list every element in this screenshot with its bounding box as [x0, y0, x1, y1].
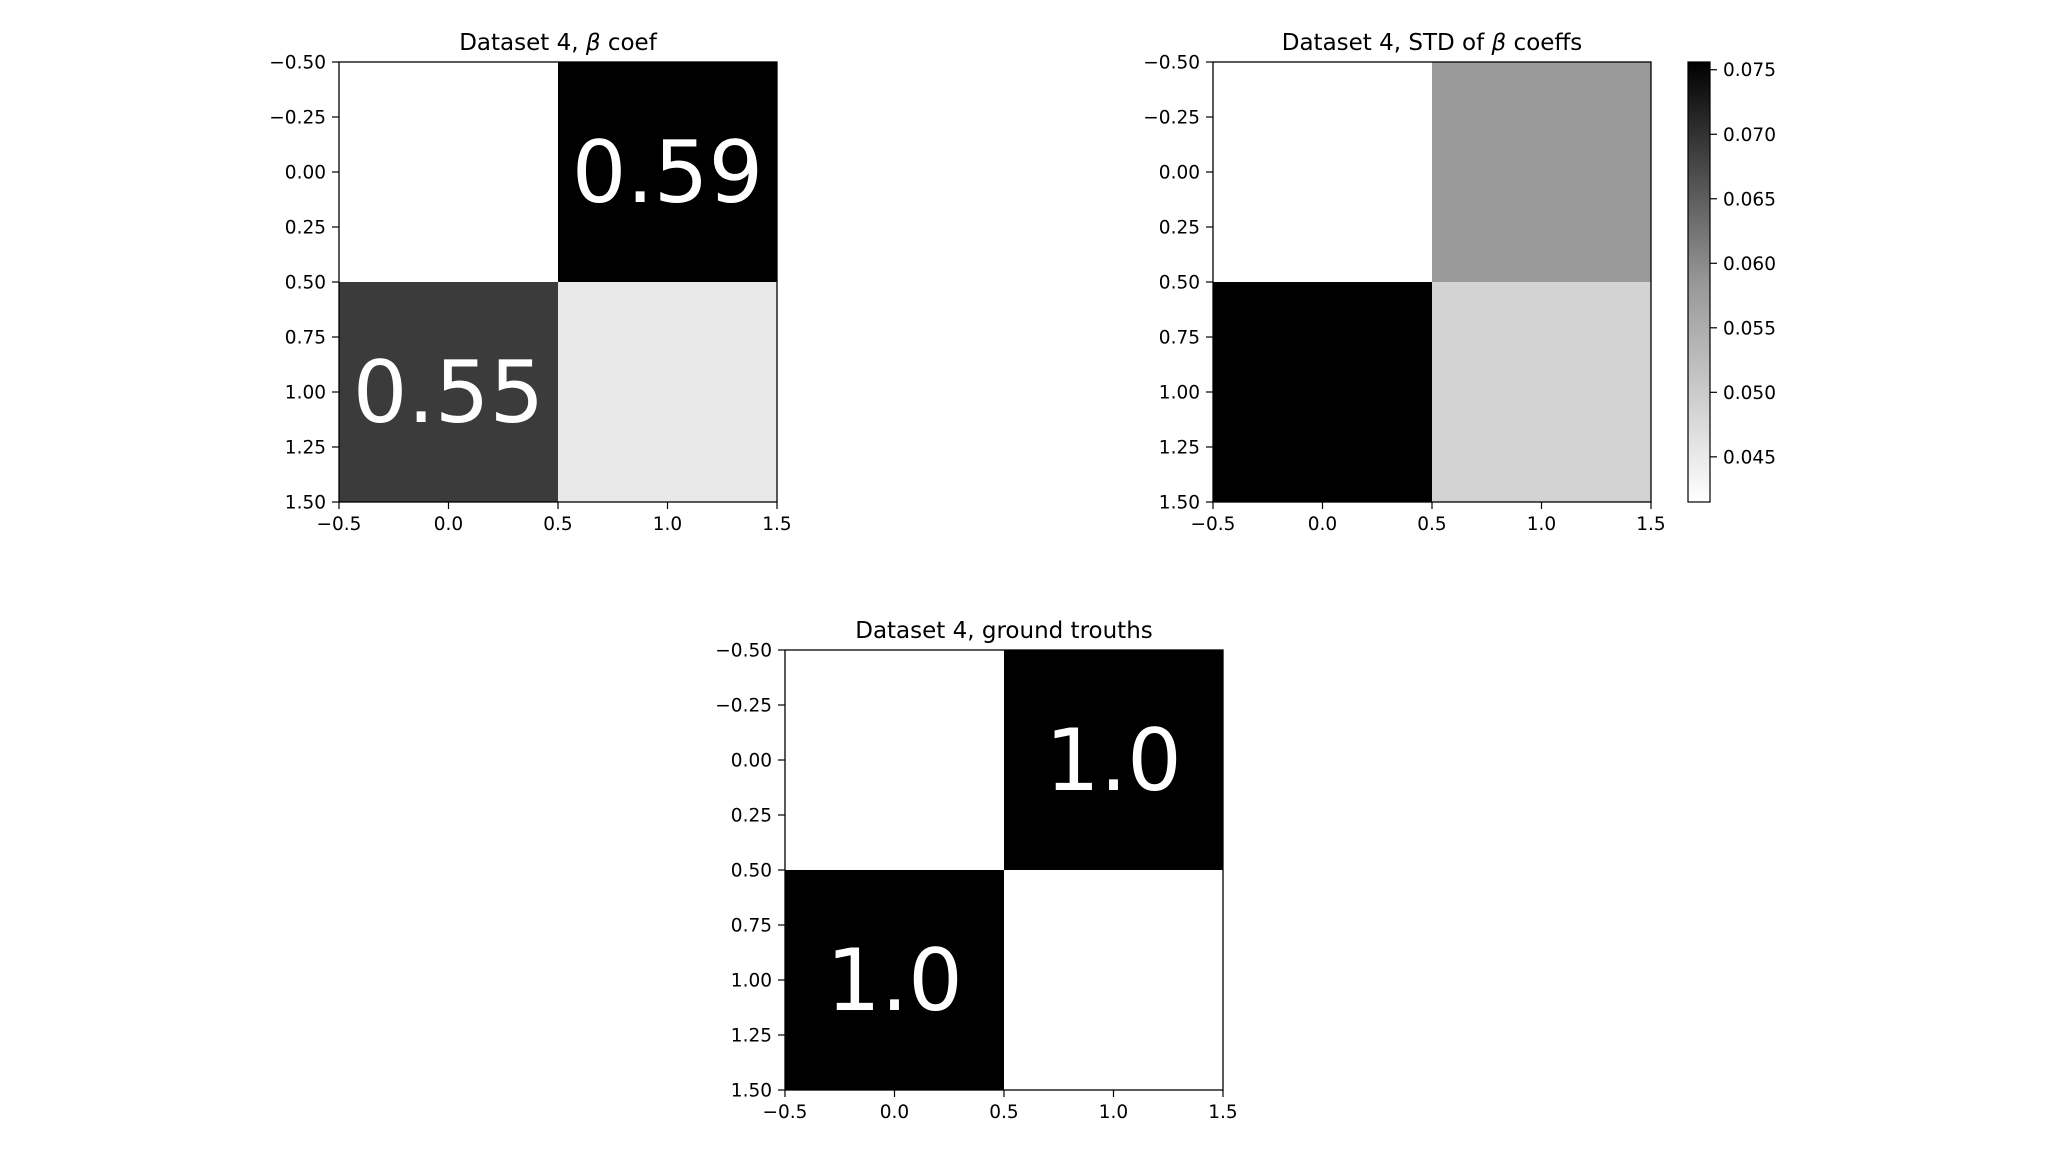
- colorbar-tick-label: 0.075: [1723, 60, 1776, 81]
- x-tick-label: 1.0: [1099, 1102, 1128, 1123]
- colorbar-tick-label: 0.060: [1723, 254, 1776, 275]
- y-tick-label: 0.00: [731, 751, 772, 772]
- heatmap-panel-2: Dataset 4, STD of β coeffs −0.5 0.0 0.5 1.0 1…: [1143, 30, 1776, 535]
- colorbar-gradient: [1687, 61, 1711, 503]
- colorbar-tick-label: 0.045: [1723, 447, 1776, 468]
- heatmap-cell: [558, 62, 777, 282]
- colorbar-tick-label: 0.070: [1723, 125, 1776, 146]
- y-tick-label: 0.25: [731, 806, 772, 827]
- chart-title-prefix: Dataset 4, STD of: [1282, 30, 1492, 56]
- y-tick-label: 0.25: [1159, 218, 1200, 239]
- y-tick-label: 1.00: [731, 971, 772, 992]
- charts-layer: Dataset 4, β coef 0.59 0.55 −0.5 0.0 0.5 1.0 1.…: [269, 30, 1776, 1123]
- heatmap-cell: [339, 62, 558, 282]
- y-tick-label: −0.50: [1143, 53, 1200, 74]
- x-tick-label: −0.5: [317, 514, 362, 535]
- heatmap-cell: [1213, 62, 1432, 282]
- cell-annotation: 1.0: [826, 931, 963, 1031]
- chart-title-suffix: coeffs: [1506, 30, 1582, 56]
- y-tick-label: 1.50: [1159, 493, 1200, 514]
- x-tick-label: 0.5: [1417, 514, 1446, 535]
- chart-title-greek: β: [585, 30, 601, 56]
- y-tick-label: 1.25: [285, 438, 326, 459]
- y-tick-label: −0.25: [715, 696, 772, 717]
- x-tick-label: 1.0: [1527, 514, 1556, 535]
- colorbar-tick-label: 0.050: [1723, 383, 1776, 404]
- x-tick-label: 1.0: [653, 514, 682, 535]
- x-tick-label: 0.5: [989, 1102, 1018, 1123]
- cell-annotation: 0.59: [572, 123, 763, 223]
- y-tick-label: 1.50: [731, 1081, 772, 1102]
- heatmap-cell: [785, 650, 1004, 870]
- chart-title: Dataset 4, STD of β coeffs: [1282, 30, 1583, 56]
- y-tick-label: 0.25: [285, 218, 326, 239]
- y-tick-label: 0.00: [1159, 163, 1200, 184]
- chart-title-greek: β: [1491, 30, 1507, 56]
- colorbar-tick-label: 0.065: [1723, 189, 1776, 210]
- y-tick-label: 1.25: [1159, 438, 1200, 459]
- y-tick-label: −0.50: [269, 53, 326, 74]
- y-tick-label: −0.50: [715, 641, 772, 662]
- y-tick-label: −0.25: [1143, 108, 1200, 129]
- y-tick-label: −0.25: [269, 108, 326, 129]
- heatmap-cell: [785, 870, 1004, 1090]
- chart-title: Dataset 4, ground trouths: [855, 618, 1153, 644]
- x-tick-label: −0.5: [1191, 514, 1236, 535]
- y-tick-label: 1.00: [285, 383, 326, 404]
- heatmap-panel-3: Dataset 4, ground trouths 1.0 1.0 −0.5 0.0 0.…: [715, 618, 1237, 1123]
- y-tick-label: 0.50: [285, 273, 326, 294]
- y-tick-label: 0.50: [731, 861, 772, 882]
- x-tick-label: 0.5: [543, 514, 572, 535]
- y-tick-label: 0.75: [1159, 328, 1200, 349]
- y-tick-label: 1.00: [1159, 383, 1200, 404]
- heatmap-cell: [1432, 62, 1651, 282]
- y-tick-label: 1.25: [731, 1026, 772, 1047]
- x-tick-label: 0.0: [1308, 514, 1337, 535]
- y-tick-label: 0.75: [285, 328, 326, 349]
- x-tick-label: 0.0: [880, 1102, 909, 1123]
- heatmap-cell: [1004, 870, 1223, 1090]
- y-tick-label: 1.50: [285, 493, 326, 514]
- chart-title-prefix: Dataset 4, ground trouths: [855, 618, 1153, 644]
- y-tick-label: 0.50: [1159, 273, 1200, 294]
- x-tick-label: 1.5: [1636, 514, 1665, 535]
- chart-title: Dataset 4, β coef: [459, 30, 658, 56]
- heatmap-cell: [558, 282, 777, 502]
- chart-title-suffix: coef: [601, 30, 658, 56]
- heatmap-cell: [339, 282, 558, 502]
- heatmap-cell: [1004, 650, 1223, 870]
- y-tick-label: 0.00: [285, 163, 326, 184]
- heatmap-cell: [1213, 282, 1432, 502]
- colorbar-tick-label: 0.055: [1723, 318, 1776, 339]
- x-tick-label: 1.5: [1208, 1102, 1237, 1123]
- x-tick-label: 1.5: [762, 514, 791, 535]
- x-tick-label: −0.5: [763, 1102, 808, 1123]
- cell-annotation: 0.55: [353, 343, 544, 443]
- y-tick-label: 0.75: [731, 916, 772, 937]
- x-tick-label: 0.0: [434, 514, 463, 535]
- heatmap-panel-1: Dataset 4, β coef 0.59 0.55 −0.5 0.0 0.5 1.0 1.…: [269, 30, 791, 535]
- heatmap-cell: [1432, 282, 1651, 502]
- chart-title-prefix: Dataset 4,: [459, 30, 586, 56]
- colorbar: 0.075 0.070 0.065 0.060 0.055 0.050 0.045: [1687, 60, 1776, 503]
- cell-annotation: 1.0: [1045, 711, 1182, 811]
